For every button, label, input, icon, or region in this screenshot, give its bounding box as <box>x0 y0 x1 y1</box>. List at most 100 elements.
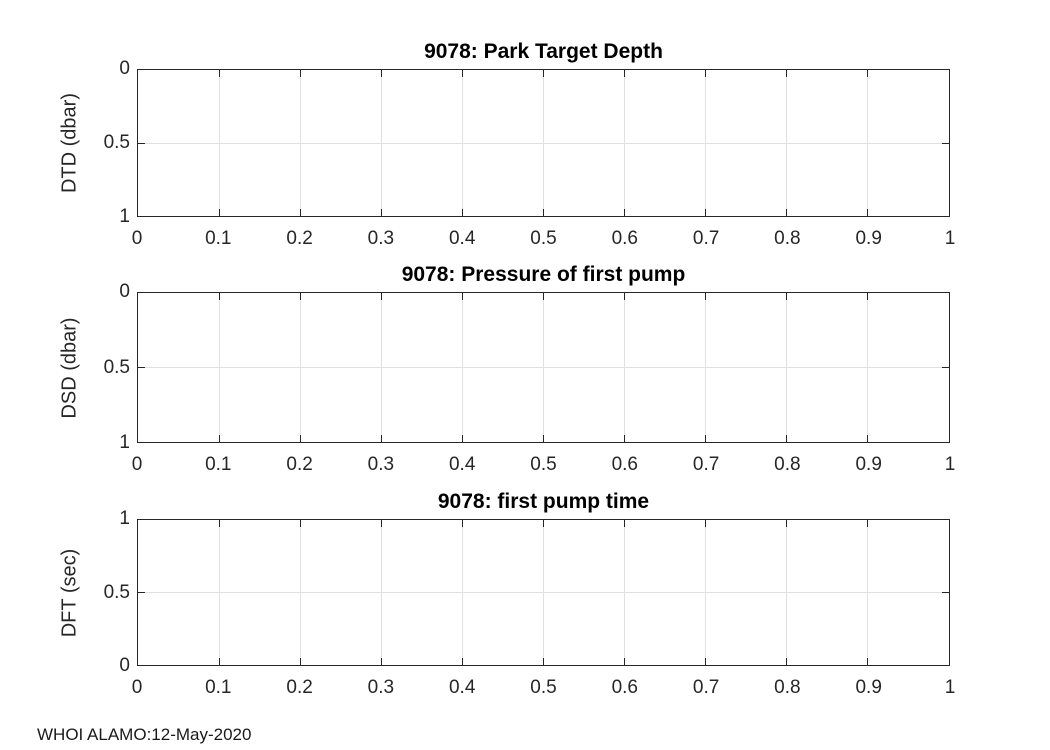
x-tick-label: 0.5 <box>530 228 557 249</box>
x-tick-mark-bottom <box>299 209 301 216</box>
x-tick-mark-top <box>299 70 301 77</box>
x-tick-mark-bottom <box>380 435 382 442</box>
x-tick-mark-top <box>867 70 869 77</box>
x-tick-mark-bottom <box>705 209 707 216</box>
y-tick-label: 0 <box>119 655 130 676</box>
x-tick-mark-top <box>461 520 463 527</box>
y-tick-label: 1 <box>119 432 130 453</box>
subplot-title: 9078: Park Target Depth <box>424 40 663 63</box>
x-tick-mark-bottom <box>299 435 301 442</box>
x-tick-mark-top <box>299 520 301 527</box>
x-tick-mark-bottom <box>867 209 869 216</box>
y-gridline <box>138 142 949 144</box>
x-tick-mark-top <box>543 70 544 77</box>
x-tick-mark-bottom <box>461 658 463 665</box>
x-tick-mark-bottom <box>218 435 220 442</box>
x-tick-label: 0 <box>131 454 143 475</box>
x-tick-mark-top <box>380 520 382 527</box>
x-tick-mark-top <box>218 70 220 77</box>
x-tick-mark-bottom <box>624 658 626 665</box>
x-tick-mark-top <box>299 293 301 300</box>
x-tick-mark-bottom <box>786 435 788 442</box>
x-tick-mark-bottom <box>543 435 544 442</box>
plot-area <box>137 292 950 443</box>
x-tick-mark-top <box>705 293 707 300</box>
x-tick-mark-top <box>867 293 869 300</box>
y-tick-label: 1 <box>119 206 130 227</box>
x-tick-label: 0.1 <box>205 454 232 475</box>
x-tick-label: 0.2 <box>286 228 313 249</box>
x-tick-mark-bottom <box>624 435 626 442</box>
y-tick-label: 0 <box>119 281 130 302</box>
x-tick-label: 0.6 <box>611 677 638 698</box>
x-tick-label: 0.2 <box>286 677 313 698</box>
x-tick-label: 0.9 <box>855 228 882 249</box>
x-tick-mark-bottom <box>461 435 463 442</box>
x-tick-mark-top <box>624 520 626 527</box>
x-tick-label: 0.8 <box>774 228 801 249</box>
x-tick-mark-top <box>380 293 382 300</box>
x-tick-label: 0.7 <box>692 677 720 698</box>
x-tick-mark-top <box>218 520 220 527</box>
y-gridline <box>138 367 949 368</box>
x-tick-mark-top <box>624 293 626 300</box>
x-tick-mark-bottom <box>543 658 544 665</box>
x-tick-mark-top <box>380 70 382 77</box>
y-tick-mark-left <box>138 592 145 593</box>
subplot-title: 9078: first pump time <box>437 490 650 513</box>
x-tick-mark-top <box>867 520 869 527</box>
x-tick-mark-top <box>461 70 463 77</box>
x-tick-mark-top <box>705 520 707 527</box>
y-tick-mark-left <box>138 142 145 144</box>
y-tick-mark-right <box>942 142 949 144</box>
y-gridline <box>138 592 949 593</box>
x-tick-label: 1 <box>944 677 956 698</box>
x-tick-label: 0.5 <box>530 454 557 475</box>
subplot-title: 9078: Pressure of first pump <box>401 263 686 286</box>
x-tick-label: 0.3 <box>367 677 395 698</box>
x-tick-label: 0.3 <box>367 228 395 249</box>
y-tick-label: 0.5 <box>103 356 130 378</box>
x-tick-label: 0.5 <box>530 677 557 698</box>
x-tick-label: 1 <box>944 228 956 249</box>
x-tick-label: 0.9 <box>855 677 882 698</box>
x-tick-mark-bottom <box>218 658 220 665</box>
x-tick-label: 0.1 <box>205 228 232 249</box>
x-tick-mark-bottom <box>218 209 220 216</box>
x-tick-mark-bottom <box>867 435 869 442</box>
y-tick-label: 0 <box>119 58 130 79</box>
x-tick-label: 0.1 <box>205 677 232 698</box>
x-tick-mark-bottom <box>299 658 301 665</box>
x-tick-mark-bottom <box>786 658 788 665</box>
plot-area <box>137 69 950 217</box>
x-tick-mark-bottom <box>705 658 707 665</box>
x-tick-mark-bottom <box>461 209 463 216</box>
x-tick-label: 0.4 <box>448 228 476 249</box>
x-tick-mark-bottom <box>705 435 707 442</box>
x-tick-label: 0.6 <box>611 228 638 249</box>
x-tick-mark-top <box>705 70 707 77</box>
x-tick-label: 0 <box>131 228 143 249</box>
x-tick-label: 0.9 <box>855 454 882 475</box>
watermark-text: WHOI ALAMO:12-May-2020 <box>37 725 252 744</box>
y-tick-label: 0.5 <box>103 132 130 153</box>
x-tick-mark-top <box>624 70 626 77</box>
x-tick-mark-top <box>218 293 220 300</box>
x-tick-mark-bottom <box>543 209 544 216</box>
x-tick-mark-top <box>543 520 544 527</box>
x-tick-mark-bottom <box>380 658 382 665</box>
y-tick-label: 1 <box>119 508 130 529</box>
x-tick-label: 0.2 <box>286 454 313 475</box>
x-tick-mark-top <box>461 293 463 300</box>
x-tick-label: 0.8 <box>774 677 801 698</box>
x-tick-label: 0.4 <box>448 677 476 698</box>
y-tick-mark-right <box>942 367 949 368</box>
plot-area <box>137 519 950 666</box>
x-tick-mark-top <box>786 70 788 77</box>
x-tick-mark-bottom <box>786 209 788 216</box>
x-tick-label: 0.8 <box>774 454 801 475</box>
x-tick-label: 0.4 <box>448 454 476 475</box>
x-tick-label: 0 <box>131 677 143 698</box>
x-tick-label: 0.7 <box>692 454 720 475</box>
